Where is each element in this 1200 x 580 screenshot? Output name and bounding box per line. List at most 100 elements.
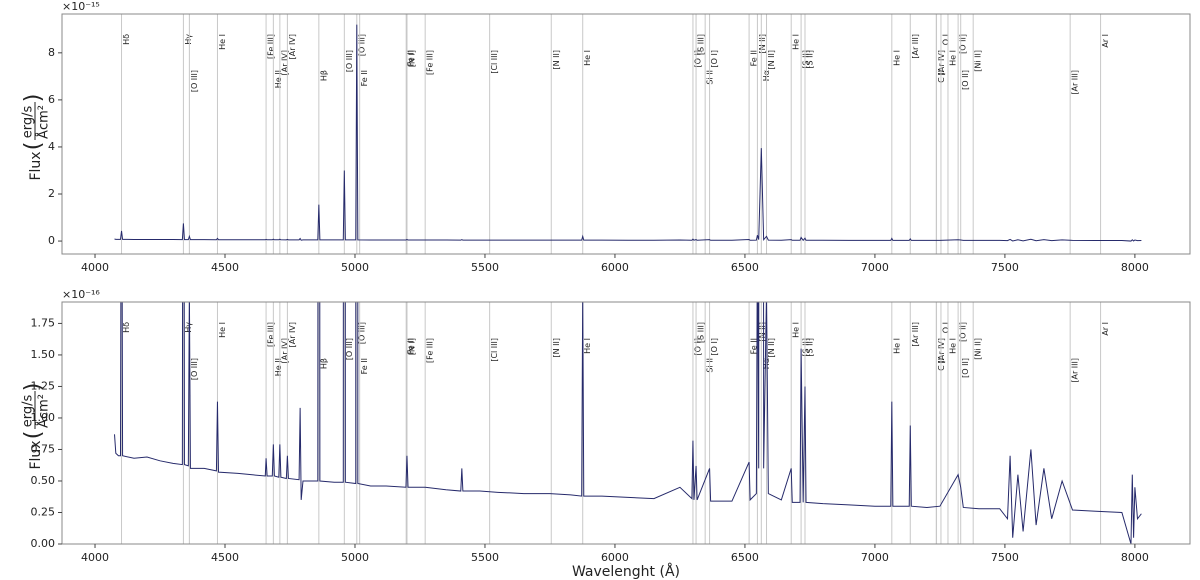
line-label: [N II] [552, 50, 561, 70]
line-label: Fe II [407, 50, 416, 66]
spectrum-line [114, 24, 1142, 242]
plot-frame [61, 301, 1191, 545]
line-label: [Cl III] [490, 338, 499, 362]
line-label: [Fe III] [267, 322, 276, 347]
line-label: [Ni II] [974, 50, 983, 72]
y-axis-label: Flux(erg/s Åcm²) [21, 383, 52, 470]
line-label: Hδ [122, 34, 131, 45]
line-label: [Fe III] [426, 338, 435, 363]
line-label: [O II] [959, 322, 968, 342]
spectrum-line [114, 302, 1142, 544]
line-label: He I [218, 322, 227, 338]
x-tick-label: 8000 [1121, 261, 1149, 274]
line-label: He I [792, 34, 801, 50]
line-label: Fe II [750, 338, 759, 354]
line-label: [Cl III] [490, 50, 499, 74]
line-label: [Ar IV] [280, 338, 289, 363]
line-label: He I [792, 322, 801, 338]
line-label: [O III] [357, 34, 366, 56]
y-tick-label: 1.50 [31, 348, 56, 361]
line-label: [Ar IV] [937, 50, 946, 75]
y-label-main: Flux [28, 440, 44, 469]
x-tick-label: 7000 [861, 261, 889, 274]
line-label: Ar I [1101, 34, 1110, 48]
x-tick-label: 5500 [471, 551, 499, 564]
x-tick-label: 6000 [601, 551, 629, 564]
line-label: [S II] [805, 50, 814, 69]
x-tick-label: 7500 [991, 551, 1019, 564]
line-label: [N II] [758, 322, 767, 342]
line-label: He II [274, 70, 283, 88]
line-label: He I [948, 338, 957, 354]
line-label: [O I] [693, 338, 702, 355]
line-label: [N II] [552, 338, 561, 358]
x-tick-label: 8000 [1121, 551, 1149, 564]
x-tick-label: 4000 [81, 261, 109, 274]
line-label: [Ni II] [974, 338, 983, 360]
y-axis-label: Flux(erg/s Åcm²) [21, 94, 52, 181]
line-label: Fe II [407, 338, 416, 354]
y-tick-label: 1.25 [31, 379, 56, 392]
line-label: [Fe III] [426, 50, 435, 75]
x-tick-label: 5000 [341, 551, 369, 564]
line-label: [O I] [693, 50, 702, 67]
y-label-paren: ) [21, 383, 46, 392]
y-tick-label: 6 [48, 93, 55, 106]
line-label: He I [583, 338, 592, 354]
y-tick-label: 0.50 [31, 474, 56, 487]
y-tick-label: 0 [48, 234, 55, 247]
offset-label: ×10⁻¹⁵ [62, 0, 100, 13]
line-label: [O III] [357, 322, 366, 344]
line-label: He I [583, 50, 592, 66]
y-tick-label: 4 [48, 140, 55, 153]
line-label: He I [892, 50, 901, 66]
line-label: [S III] [697, 34, 706, 55]
y-tick-label: 1.75 [31, 316, 56, 329]
y-label-paren: ) [21, 94, 46, 103]
line-label: Hγ [184, 322, 193, 333]
line-label: [Ar IV] [288, 322, 297, 347]
line-label: Hδ [122, 322, 131, 333]
y-label-den: Åcm² [36, 105, 52, 139]
y-label-den: Åcm² [36, 394, 52, 428]
x-tick-label: 5500 [471, 261, 499, 274]
line-label: [Fe III] [267, 34, 276, 59]
line-label: He I [218, 34, 227, 50]
line-label: Si II [706, 70, 715, 85]
line-label: [Ar III] [911, 34, 920, 59]
y-label-paren: ( [21, 142, 46, 151]
x-tick-label: 6500 [731, 551, 759, 564]
line-label: O I [941, 34, 950, 45]
line-label: Ar I [1101, 322, 1110, 336]
line-label: [N I] [407, 338, 416, 355]
line-label: [Ar IV] [288, 34, 297, 59]
y-tick-label: 2 [48, 187, 55, 200]
x-axis-label: Wavelenght (Å) [572, 563, 680, 580]
line-label: [S III] [697, 322, 706, 343]
line-label: Fe II [360, 358, 369, 374]
y-tick-label: 0.75 [31, 442, 56, 455]
line-label: He I [948, 50, 957, 66]
offset-label: ×10⁻¹⁶ [62, 288, 100, 301]
line-label: [N II] [767, 338, 776, 358]
x-tick-label: 6500 [731, 261, 759, 274]
y-label-num: erg/s [21, 106, 36, 139]
line-label: [Ar III] [1071, 70, 1080, 95]
line-label: Si II [706, 358, 715, 373]
line-label: [Ar IV] [280, 50, 289, 75]
x-tick-label: 4500 [211, 261, 239, 274]
line-label: [S II] [802, 50, 811, 69]
x-tick-label: 4500 [211, 551, 239, 564]
line-label: [S II] [802, 338, 811, 357]
y-tick-label: 0.25 [31, 505, 56, 518]
x-tick-label: 6000 [601, 261, 629, 274]
line-label: [O III] [190, 70, 199, 92]
line-label: [O III] [190, 358, 199, 380]
line-label: [N I] [407, 50, 416, 67]
line-label: Hβ [319, 358, 328, 369]
line-label: Fe II [360, 70, 369, 86]
x-tick-label: 5000 [341, 261, 369, 274]
line-label: [Ar IV] [937, 338, 946, 363]
line-label: [Ar III] [911, 322, 920, 347]
